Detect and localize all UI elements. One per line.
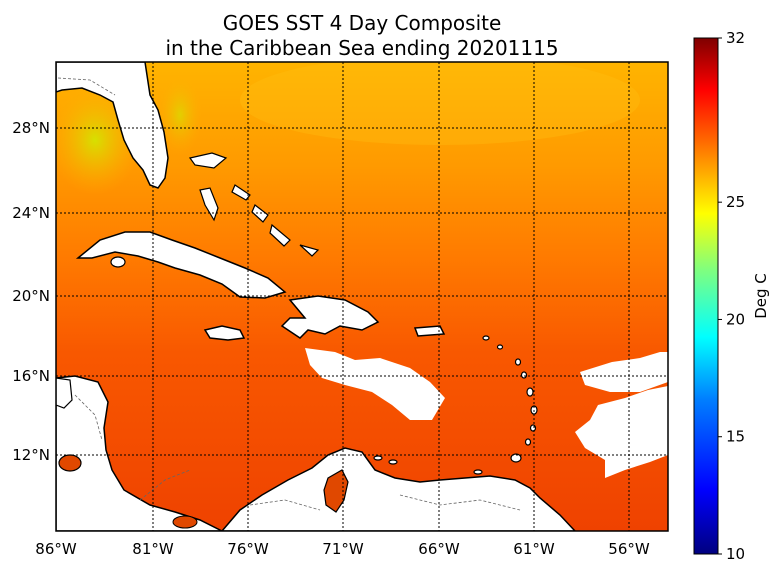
longitude-label: 81°W [132,540,174,558]
colorbar-tick-labels: 32 25 20 15 10 [718,29,745,563]
lake-nicaragua [58,454,82,472]
land-cuba [75,231,287,299]
land-yucatan-belize [56,377,73,409]
map-area [56,62,668,531]
longitude-label: 56°W [608,540,650,558]
colorbar-tick-label: 10 [726,545,745,563]
gulf-of-panama [172,515,198,529]
land-hispaniola [280,295,380,339]
land-abc-islands [373,455,483,475]
latitude-label: 20°N [12,287,50,305]
land-puerto-rico [413,325,446,337]
graticule [56,62,668,531]
longitude-label: 76°W [227,540,269,558]
colorbar-tick-label: 25 [726,193,745,211]
longitude-tick-labels: 86°W 81°W 76°W 71°W 66°W 61°W 56°W [35,540,650,558]
longitude-label: 66°W [418,540,460,558]
no-data-cloud-mask [305,348,668,478]
latitude-label: 28°N [12,119,50,137]
warm-water-band [240,62,640,145]
colorbar-unit-label: Deg C [752,273,770,319]
land-jamaica [203,325,246,341]
land-lesser-antilles [482,335,538,463]
latitude-label: 24°N [12,204,50,222]
longitude-label: 61°W [513,540,555,558]
land-florida [56,62,169,189]
land-central-america [56,375,223,531]
longitude-label: 71°W [322,540,364,558]
colorbar [693,37,719,555]
latitude-label: 16°N [12,367,50,385]
colorbar-tick-label: 15 [726,428,745,446]
country-borders [57,77,521,511]
map-frame [55,61,669,532]
land-south-america [221,447,577,531]
cool-water-patch [158,75,202,155]
colorbar-tick-label: 20 [726,310,745,328]
map-title-line-1: GOES SST 4 Day Composite [222,11,502,35]
latitude-label: 12°N [12,446,50,464]
latitude-tick-labels: 28°N 24°N 20°N 16°N 12°N [12,119,50,464]
map-title-line-2: in the Caribbean Sea ending 20201115 [165,36,559,60]
land-isla-juventud [110,256,126,268]
longitude-label: 86°W [35,540,77,558]
colorbar-tick-label: 32 [726,29,745,47]
